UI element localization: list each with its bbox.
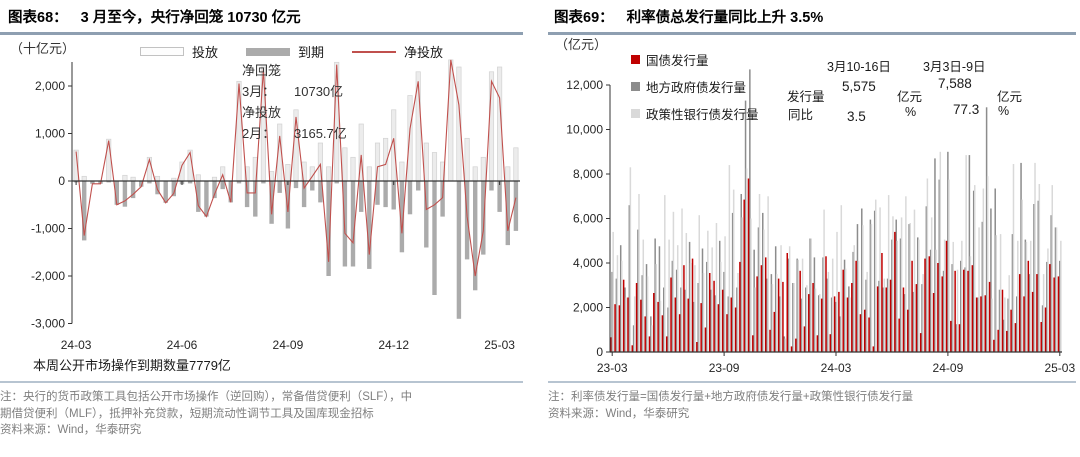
footnote-line: 注：利率债发行量=国债发行量+地方政府债发行量+政策性银行债发行量 xyxy=(548,391,914,403)
legend-label: 投放 xyxy=(192,45,219,60)
svg-text:2,000: 2,000 xyxy=(35,79,65,93)
svg-text:24-09: 24-09 xyxy=(273,338,304,352)
maturity-bar-swatch-icon xyxy=(246,47,291,56)
omo-maturity-note: 本周公开市场操作到期数量7779亿 xyxy=(33,358,231,373)
annotation-value: 3165.7亿 xyxy=(294,126,347,141)
left-legend: 投放 到期 净投放 xyxy=(140,42,471,61)
policy-bank-bond-swatch-icon xyxy=(631,109,640,118)
svg-text:4,000: 4,000 xyxy=(573,256,603,270)
svg-text:25-03: 25-03 xyxy=(484,338,515,352)
svg-text:6,000: 6,000 xyxy=(573,212,603,226)
legend-item-policy-bank-bond: 政策性银行债发行量 xyxy=(631,104,759,123)
net-line-swatch-icon xyxy=(352,50,397,53)
y-axis-unit-label: （亿元） xyxy=(555,37,608,52)
figure-69-title-row: 图表69： 利率债总发行量同比上升 3.5% xyxy=(548,0,1076,35)
svg-text:-2,000: -2,000 xyxy=(31,269,65,283)
right-legend: 国债发行量 地方政府债发行量 政策性银行债发行量 xyxy=(631,50,759,131)
figure-number: 图表69： xyxy=(554,10,614,26)
footnote-line: 期借贷便利（MLF），抵押补充贷款，短期流动性调节工具及国库现金招标 xyxy=(0,407,374,420)
svg-text:1,000: 1,000 xyxy=(35,127,65,141)
annotation-line: 2月： 3165.7亿 xyxy=(242,123,347,144)
injection-bar-swatch-icon xyxy=(140,47,184,56)
y-axis-unit-label: （十亿元） xyxy=(10,41,76,56)
annotation-line: 净回笼 xyxy=(242,60,347,81)
annotation-label: 3月： xyxy=(242,84,276,99)
svg-text:-1,000: -1,000 xyxy=(31,222,65,236)
figure-68-panel: 2,000 1,000 0 -1,000 -2,000 -3,000 24-03 24-06 2… xyxy=(0,0,523,439)
figure-68-title-row: 图表68： 3 月至今，央行净回笼 10730 亿元 xyxy=(0,0,523,35)
legend-item-maturity: 到期 xyxy=(246,42,324,61)
svg-text:0: 0 xyxy=(58,174,65,188)
footnote-line: 注：央行的货币政策工具包括公开市场操作（逆回购），常备借贷便利（SLF），中 xyxy=(0,391,413,403)
net-withdrawal-annotation: 净回笼 3月： 10730亿 净投放 2月： 3165.7亿 xyxy=(242,60,347,144)
treasury-swatch-icon xyxy=(631,55,640,64)
legend-item-treasury: 国债发行量 xyxy=(631,50,759,69)
legend-item-net-injection: 净投放 xyxy=(352,42,443,61)
svg-text:24-09: 24-09 xyxy=(933,361,964,375)
annotation-label: 2月： xyxy=(242,126,276,141)
annotation-text: 净投放 xyxy=(242,105,282,120)
svg-text:23-03: 23-03 xyxy=(597,361,628,375)
svg-text:0: 0 xyxy=(596,345,603,359)
legend-label: 净投放 xyxy=(404,45,444,60)
source-line: 资料来源：Wind，华泰研究 xyxy=(548,407,690,420)
svg-text:25-03: 25-03 xyxy=(1044,361,1075,375)
legend-label: 地方政府债发行量 xyxy=(646,81,747,95)
annotation-value: 10730亿 xyxy=(294,84,344,99)
legend-label: 到期 xyxy=(298,45,325,60)
svg-text:23-09: 23-09 xyxy=(709,361,740,375)
legend-item-local-gov-bond: 地方政府债发行量 xyxy=(631,77,759,96)
figure-69-footnote: 注：利率债发行量=国债发行量+地方政府债发行量+政策性银行债发行量 资料来源：W… xyxy=(548,381,1076,422)
legend-item-injection: 投放 xyxy=(140,42,218,61)
figure-69-panel: 12,000 10,000 8,000 6,000 4,000 2,000 0 23-03 23… xyxy=(540,0,1080,457)
figure-68-footnote: 注：央行的货币政策工具包括公开市场操作（逆回购），常备借贷便利（SLF），中 期… xyxy=(0,381,523,439)
legend-label: 政策性银行债发行量 xyxy=(646,108,759,122)
svg-text:24-03: 24-03 xyxy=(821,361,852,375)
right-chart-canvas: 12,000 10,000 8,000 6,000 4,000 2,000 0 23-03 23… xyxy=(566,69,1075,375)
source-line: 资料来源：Wind，华泰研究 xyxy=(0,424,142,436)
annotation-line: 3月： 10730亿 xyxy=(242,81,347,102)
figure-number: 图表68： xyxy=(8,10,68,26)
svg-text:2,000: 2,000 xyxy=(573,301,603,315)
svg-text:10,000: 10,000 xyxy=(566,123,603,137)
legend-label: 国债发行量 xyxy=(646,54,709,68)
svg-text:8,000: 8,000 xyxy=(573,167,603,181)
figure-title: 3 月至今，央行净回笼 10730 亿元 xyxy=(80,10,301,26)
figure-title: 利率债总发行量同比上升 3.5% xyxy=(626,10,824,26)
svg-text:12,000: 12,000 xyxy=(566,78,603,92)
svg-text:24-06: 24-06 xyxy=(167,338,198,352)
left-chart-canvas: 2,000 1,000 0 -1,000 -2,000 -3,000 24-03 24-06 2… xyxy=(31,59,520,352)
svg-text:-3,000: -3,000 xyxy=(31,317,65,331)
svg-text:24-12: 24-12 xyxy=(378,338,409,352)
annotation-text: 净回笼 xyxy=(242,63,282,78)
local-gov-bond-swatch-icon xyxy=(631,82,640,91)
annotation-line: 净投放 xyxy=(242,102,347,123)
svg-text:24-03: 24-03 xyxy=(61,338,92,352)
